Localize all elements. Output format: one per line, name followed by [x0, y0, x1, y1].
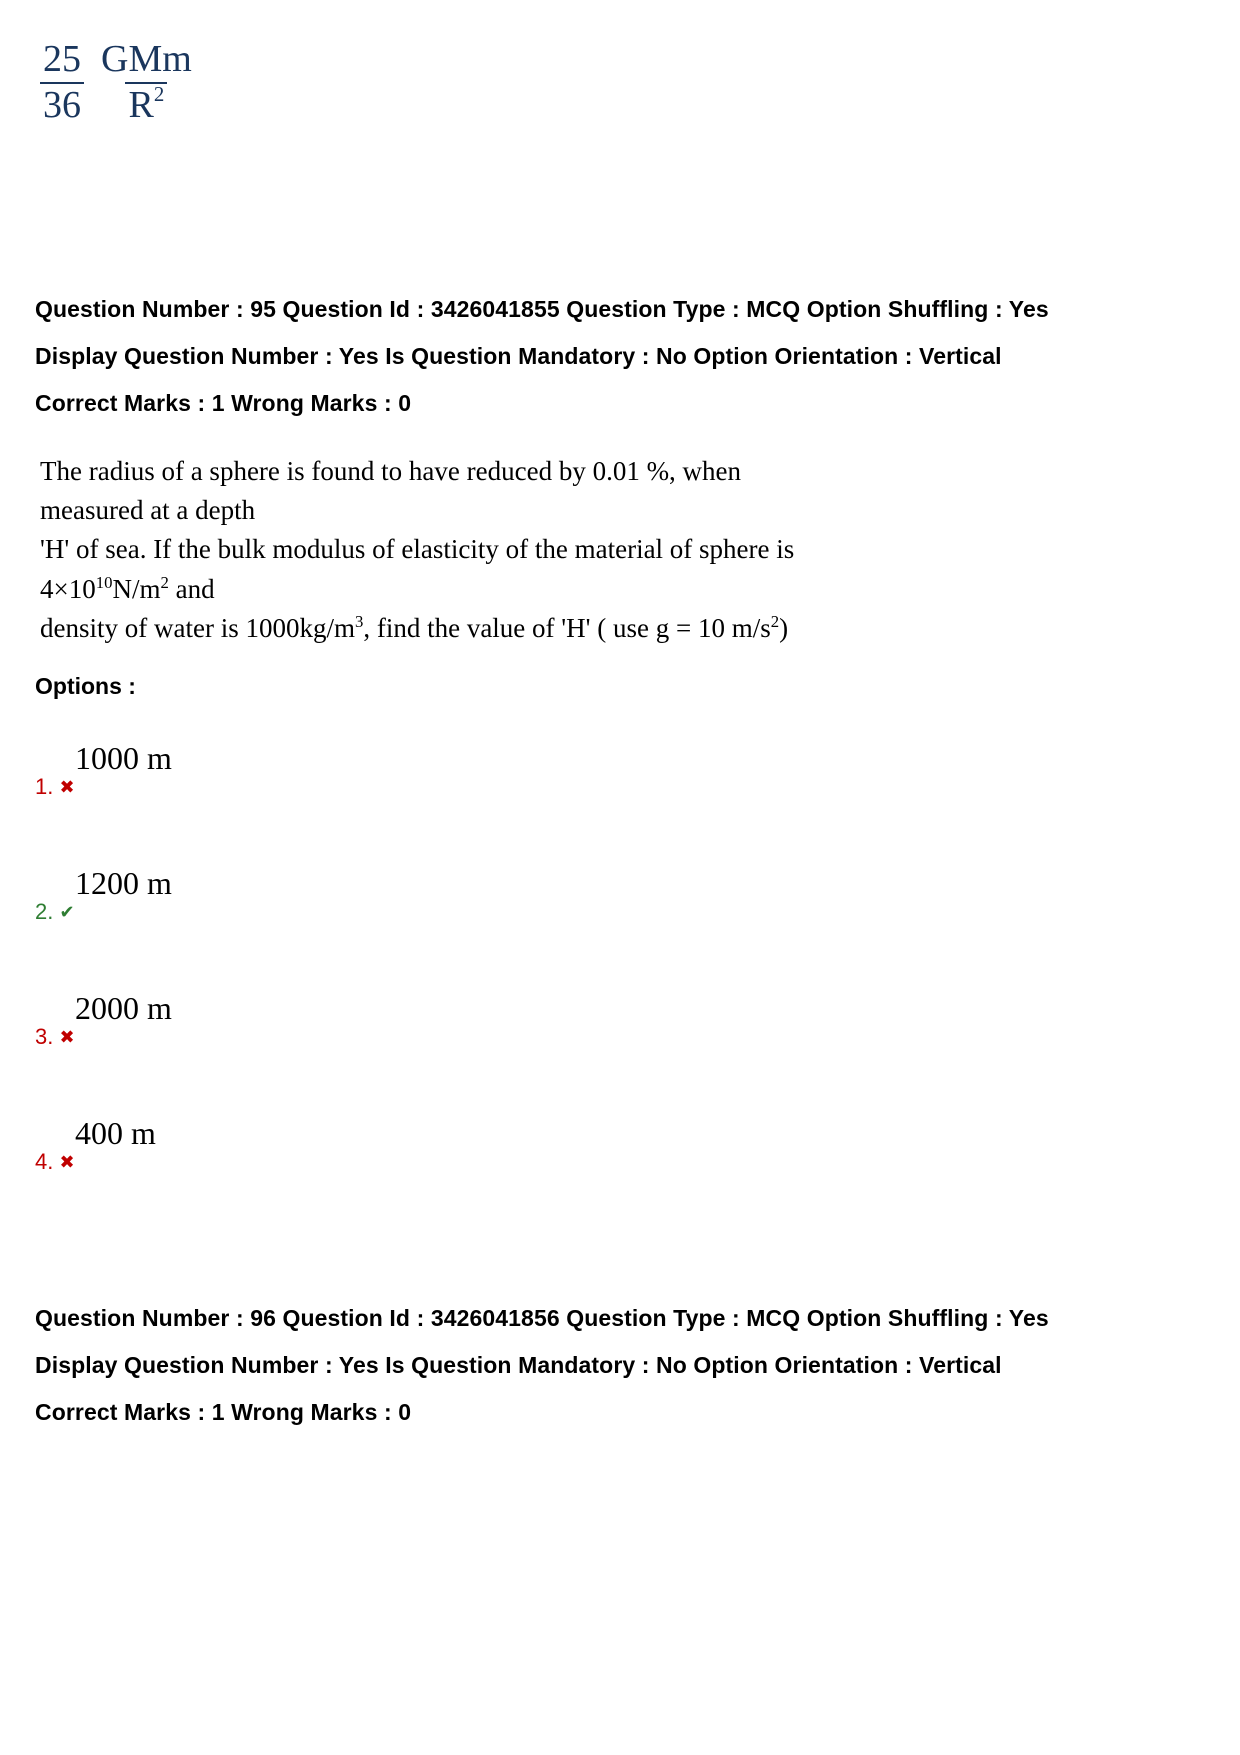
- fraction-25-36: 25 36: [40, 40, 84, 126]
- meta-line-1: Question Number : 96 Question Id : 34260…: [35, 1295, 1205, 1342]
- meta-line-3: Correct Marks : 1 Wrong Marks : 0: [35, 1389, 1205, 1436]
- options-label: Options :: [30, 658, 1210, 705]
- fraction-numerator: GMm: [98, 40, 195, 82]
- spacer: [30, 136, 1210, 286]
- question-96-metadata: Question Number : 96 Question Id : 34260…: [30, 1295, 1210, 1436]
- wrong-icon: ✖: [59, 1027, 74, 1047]
- option-2: 1200 m 2. ✔: [35, 840, 1205, 925]
- meta-line-2: Display Question Number : Yes Is Questio…: [35, 333, 1205, 380]
- spacer: [30, 1215, 1210, 1295]
- meta-line-1: Question Number : 95 Question Id : 34260…: [35, 286, 1205, 333]
- question-95-text: The radius of a sphere is found to have …: [30, 427, 860, 658]
- option-1-value: 1000 m: [35, 742, 172, 774]
- wrong-icon: ✖: [59, 1152, 74, 1172]
- denominator-base: R: [128, 84, 153, 126]
- meta-line-3: Correct Marks : 1 Wrong Marks : 0: [35, 380, 1205, 427]
- options-list: 1000 m 1. ✖ 1200 m 2. ✔ 2000 m 3. ✖ 400 …: [30, 715, 1210, 1175]
- wrong-icon: ✖: [59, 777, 74, 797]
- formula-fragment: 25 36 GMm R2: [30, 30, 1210, 136]
- option-3-value: 2000 m: [35, 992, 172, 1024]
- question-text-line-2: 'H' of sea. If the bulk modulus of elast…: [40, 530, 850, 608]
- option-4-number: 4. ✖: [35, 1149, 156, 1175]
- fraction-denominator: R2: [125, 82, 167, 126]
- correct-icon: ✔: [59, 902, 74, 922]
- denominator-exponent: 2: [154, 82, 164, 106]
- option-2-value: 1200 m: [35, 867, 172, 899]
- formula-row: 25 36 GMm R2: [40, 40, 1200, 126]
- fraction-denominator: 36: [40, 82, 84, 126]
- meta-line-2: Display Question Number : Yes Is Questio…: [35, 1342, 1205, 1389]
- option-1-number: 1. ✖: [35, 774, 172, 800]
- question-95-metadata: Question Number : 95 Question Id : 34260…: [30, 286, 1210, 427]
- option-3-number: 3. ✖: [35, 1024, 172, 1050]
- fraction-gmm-r2: GMm R2: [98, 40, 195, 126]
- fraction-numerator: 25: [40, 40, 84, 82]
- option-4: 400 m 4. ✖: [35, 1090, 1205, 1175]
- option-3: 2000 m 3. ✖: [35, 965, 1205, 1050]
- option-2-number: 2. ✔: [35, 899, 172, 925]
- question-text-line-3: density of water is 1000kg/m3, find the …: [40, 609, 850, 648]
- option-4-value: 400 m: [35, 1117, 156, 1149]
- question-text-line-1: The radius of a sphere is found to have …: [40, 452, 850, 530]
- option-1: 1000 m 1. ✖: [35, 715, 1205, 800]
